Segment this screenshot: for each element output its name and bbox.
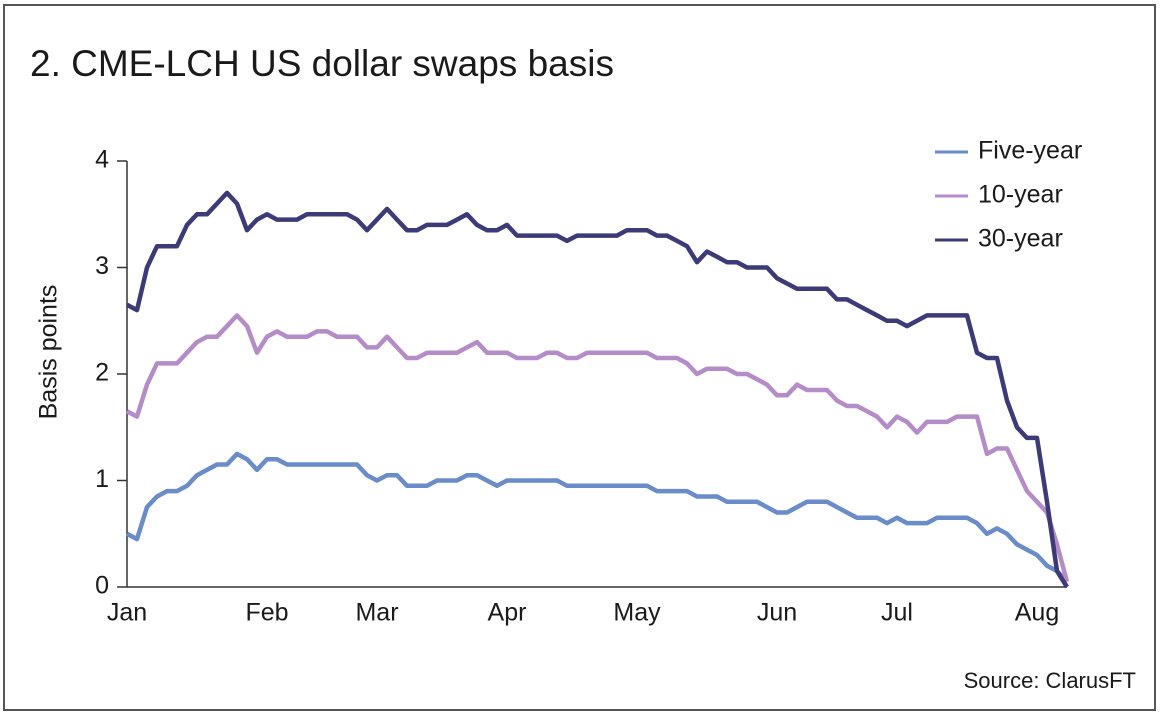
chart-title: 2. CME-LCH US dollar swaps basis [30, 43, 614, 84]
y-tick-label: 1 [95, 465, 109, 493]
legend-label: 10-year [978, 181, 1063, 209]
y-tick-label: 0 [95, 572, 109, 600]
x-tick-label: Apr [488, 599, 527, 627]
y-tick-label: 3 [95, 252, 109, 280]
x-tick-label: Jul [881, 599, 913, 627]
x-tick-label: Jun [757, 599, 797, 627]
y-tick-label: 2 [95, 359, 109, 387]
legend-label: Five-year [978, 137, 1082, 165]
x-tick-label: Feb [245, 599, 288, 627]
x-tick-label: May [613, 599, 661, 627]
frame [3, 4, 1156, 711]
series-line [125, 313, 1070, 583]
y-axis-label: Basis points [35, 285, 63, 420]
series-line [125, 451, 1069, 584]
x-tick-label: Mar [355, 599, 398, 627]
x-tick-label: Jan [107, 599, 147, 627]
y-tick-label: 4 [95, 146, 109, 174]
series-line [125, 190, 1069, 589]
legend-label: 30-year [978, 225, 1063, 253]
x-tick-label: Aug [1015, 599, 1059, 627]
source: Source: ClarusFT [964, 668, 1136, 693]
